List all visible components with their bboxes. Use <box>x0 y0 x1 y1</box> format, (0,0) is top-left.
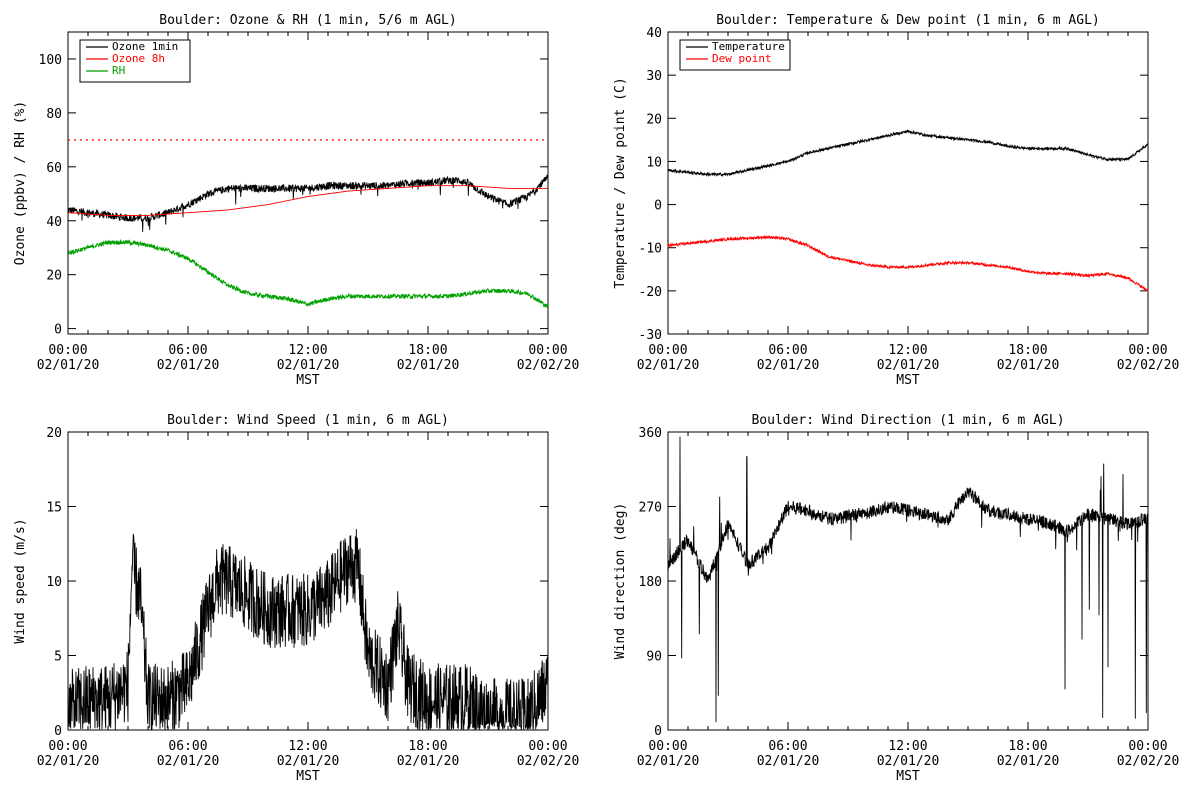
plot-frame <box>667 431 1149 731</box>
y-tick-label: 20 <box>46 269 62 284</box>
x-tick-date: 02/02/20 <box>1117 754 1180 769</box>
x-tick-date: 02/01/20 <box>397 754 460 769</box>
x-tick-time: 06:00 <box>168 343 207 358</box>
x-tick-time: 18:00 <box>408 343 447 358</box>
x-tick-date: 02/02/20 <box>517 358 580 373</box>
legend-label: Ozone 8h <box>112 52 165 65</box>
x-tick-time: 00:00 <box>1128 739 1167 754</box>
chart-title: Boulder: Wind Direction (1 min, 6 m AGL) <box>751 413 1064 428</box>
x-tick-time: 12:00 <box>288 343 327 358</box>
y-tick-label: 15 <box>46 501 62 516</box>
legend-box <box>679 39 791 71</box>
series-line-2 <box>68 185 548 216</box>
y-tick-label: 270 <box>639 501 662 516</box>
legend-label: Dew point <box>712 52 772 65</box>
chart-title: Boulder: Ozone & RH (1 min, 5/6 m AGL) <box>159 13 456 28</box>
x-tick-date: 02/01/20 <box>277 358 340 373</box>
x-tick-time: 00:00 <box>48 343 87 358</box>
y-tick-label: 0 <box>654 199 662 214</box>
x-tick-date: 02/01/20 <box>397 358 460 373</box>
series-line-2 <box>667 234 1149 293</box>
series-line-1 <box>667 436 1149 723</box>
chart-panel-3: Boulder: Wind Speed (1 min, 6 m AGL) 0 5 10… <box>13 413 579 784</box>
x-tick-time: 12:00 <box>888 739 927 754</box>
x-tick-date: 02/01/20 <box>157 754 220 769</box>
y-tick-label: 360 <box>639 426 662 441</box>
x-tick-date: 02/01/20 <box>877 754 940 769</box>
series-line-1 <box>67 528 549 731</box>
x-tick-time: 12:00 <box>888 343 927 358</box>
y-tick-label: 0 <box>54 323 62 338</box>
x-tick-date: 02/01/20 <box>37 754 100 769</box>
y-tick-label: 20 <box>646 112 662 127</box>
x-axis-label: MST <box>296 769 320 784</box>
x-tick-time: 00:00 <box>648 343 687 358</box>
legend-label: RH <box>112 64 125 77</box>
y-tick-label: 40 <box>46 215 62 230</box>
series-line-1 <box>667 128 1149 178</box>
chart-panel-1: Boulder: Ozone & RH (1 min, 5/6 m AGL)02… <box>13 13 579 388</box>
x-tick-time: 00:00 <box>648 739 687 754</box>
series-line-1 <box>67 174 549 232</box>
y-tick-label: 10 <box>46 575 62 590</box>
x-tick-time: 00:00 <box>1128 343 1167 358</box>
y-tick-label: 180 <box>639 575 662 590</box>
y-tick-label: 20 <box>46 426 62 441</box>
y-tick-label: -10 <box>639 242 662 257</box>
x-tick-time: 06:00 <box>168 739 207 754</box>
x-tick-date: 02/01/20 <box>757 754 820 769</box>
x-tick-date: 02/01/20 <box>37 358 100 373</box>
legend-label: Ozone 1min <box>112 40 178 53</box>
y-tick-label: 0 <box>54 724 62 739</box>
x-tick-time: 00:00 <box>48 739 87 754</box>
y-tick-label: 5 <box>54 650 62 665</box>
y-tick-label: 40 <box>646 26 662 41</box>
y-axis-label: Ozone (ppbv) / RH (%) <box>13 101 28 265</box>
x-tick-date: 02/01/20 <box>877 358 940 373</box>
y-tick-label: 0 <box>654 724 662 739</box>
x-axis-label: MST <box>896 769 920 784</box>
x-tick-time: 12:00 <box>288 739 327 754</box>
x-tick-time: 18:00 <box>408 739 447 754</box>
y-axis-label: Wind direction (deg) <box>613 503 628 660</box>
x-tick-time: 06:00 <box>768 739 807 754</box>
y-axis-label: Wind speed (m/s) <box>13 518 28 643</box>
x-axis-label: MST <box>296 373 320 388</box>
x-tick-date: 02/01/20 <box>637 358 700 373</box>
x-tick-date: 02/01/20 <box>277 754 340 769</box>
y-tick-label: 10 <box>646 155 662 170</box>
y-tick-label: -30 <box>639 328 662 343</box>
x-tick-date: 02/01/20 <box>997 358 1060 373</box>
x-tick-time: 00:00 <box>528 343 567 358</box>
chart-title: Boulder: Temperature & Dew point (1 min,… <box>716 13 1100 28</box>
x-tick-date: 02/01/20 <box>997 754 1060 769</box>
x-tick-time: 18:00 <box>1008 739 1047 754</box>
chart-title: Boulder: Wind Speed (1 min, 6 m AGL) <box>167 413 449 428</box>
x-tick-date: 02/02/20 <box>1117 358 1180 373</box>
y-tick-label: 90 <box>646 650 662 665</box>
x-tick-date: 02/01/20 <box>157 358 220 373</box>
x-tick-time: 00:00 <box>528 739 567 754</box>
x-tick-time: 06:00 <box>768 343 807 358</box>
plot-frame <box>667 31 1149 335</box>
y-tick-label: 60 <box>46 161 62 176</box>
y-tick-label: 80 <box>46 107 62 122</box>
x-axis-label: MST <box>896 373 920 388</box>
y-axis-label: Temperature / Dew point (C) <box>613 77 628 288</box>
series-line-3 <box>67 239 549 308</box>
x-tick-date: 02/01/20 <box>637 754 700 769</box>
x-tick-date: 02/02/20 <box>517 754 580 769</box>
x-tick-time: 18:00 <box>1008 343 1047 358</box>
y-tick-label: -20 <box>639 285 662 300</box>
x-tick-date: 02/01/20 <box>757 358 820 373</box>
chart-panel-4: Boulder: Wind Direction (1 min, 6 m AGL)… <box>613 413 1179 784</box>
y-tick-label: 30 <box>646 69 662 84</box>
chart-panel-2: Boulder: Temperature & Dew point (1 min,… <box>613 13 1179 388</box>
y-tick-label: 100 <box>39 53 62 68</box>
legend-label: Temperature <box>712 40 785 53</box>
